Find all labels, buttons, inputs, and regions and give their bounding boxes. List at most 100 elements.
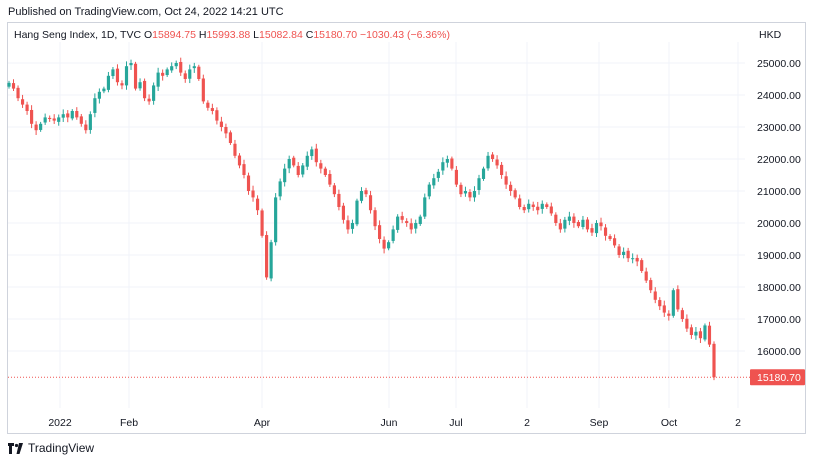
y-tick-label: 21000.00: [757, 186, 801, 198]
candle-body: [84, 124, 88, 131]
candle-body: [703, 325, 707, 340]
candle-body: [115, 68, 120, 83]
candle-body: [373, 210, 377, 227]
candle-body: [667, 313, 671, 316]
candle-body: [228, 132, 233, 143]
candle-body: [359, 191, 364, 201]
x-tick-label: Apr: [254, 417, 271, 429]
last-price-line: 15180.70: [8, 369, 805, 386]
price-axis: 16000.00 17000.00 18000.00 19000.00 20000.00…: [757, 58, 801, 358]
candle-body: [102, 88, 106, 92]
candle-body: [490, 154, 495, 159]
candle-body: [255, 198, 260, 211]
legend-high: 15993.88: [206, 29, 251, 41]
candle-body: [233, 143, 237, 156]
candle-body: [111, 69, 115, 77]
candle-body: [612, 238, 617, 246]
candle-body: [454, 169, 458, 185]
candle-body: [644, 271, 648, 281]
x-tick-label: Sep: [590, 417, 609, 429]
candle-body: [305, 155, 309, 167]
candle-body: [590, 228, 594, 233]
candle-body: [549, 206, 553, 214]
legend-open-label: O: [143, 29, 153, 41]
candle-body: [649, 280, 653, 291]
candle-body: [698, 331, 703, 339]
candle-body: [468, 192, 472, 198]
chart-grid: [8, 42, 745, 408]
candle-body: [274, 197, 278, 243]
candle-body: [617, 246, 621, 255]
y-tick-label: 19000.00: [757, 250, 801, 262]
candle-body: [608, 236, 612, 239]
candle-body: [536, 206, 540, 211]
candle-body: [224, 127, 228, 134]
published-info: Published on TradingView.com, Oct 24, 20…: [8, 6, 284, 18]
candle-body: [414, 223, 418, 229]
candle-body: [147, 98, 151, 102]
candle-body: [260, 210, 264, 236]
candle-body: [640, 260, 644, 271]
candle-body: [246, 175, 251, 191]
candle-body: [43, 117, 47, 123]
candle-body: [192, 66, 196, 69]
x-tick-label: 2: [524, 417, 530, 429]
candle-body: [156, 72, 160, 87]
candle-body: [500, 164, 504, 175]
candle-body: [418, 216, 422, 225]
candle-body: [57, 117, 61, 122]
candle-body: [432, 178, 436, 186]
legend-change: −1030.43 (−6.36%): [360, 29, 450, 41]
candle-body: [355, 200, 359, 225]
legend-close-label: C: [305, 29, 314, 41]
candle-body: [545, 204, 549, 207]
x-tick-label: 2: [735, 417, 741, 429]
candle-body: [20, 99, 25, 105]
candle-body: [387, 242, 391, 249]
candle-body: [170, 66, 174, 71]
candle-body: [522, 207, 526, 211]
candle-body: [346, 220, 350, 230]
candle-body: [689, 327, 693, 335]
candle-body: [585, 219, 590, 230]
candle-body: [11, 83, 16, 89]
candle-body: [142, 80, 147, 99]
candle-body: [161, 72, 165, 76]
legend-open: 15894.75: [152, 29, 196, 41]
candle-body: [527, 203, 531, 210]
candle-body: [409, 223, 413, 230]
candle-body: [350, 223, 355, 229]
candle-body: [427, 184, 431, 197]
candle-body: [16, 87, 20, 99]
candle-body: [477, 178, 481, 190]
candle-body: [423, 197, 427, 217]
candle-body: [66, 113, 70, 118]
legend-close: 15180.70: [313, 29, 358, 41]
tradingview-logo-icon: [8, 442, 23, 454]
candle-body: [251, 190, 255, 198]
candle-body: [626, 250, 630, 259]
candle-body: [554, 214, 558, 223]
candle-body: [152, 85, 156, 101]
footer-brand: TradingView: [28, 441, 95, 455]
candle-body: [242, 164, 246, 175]
candle-body: [210, 108, 214, 111]
candle-body: [341, 205, 346, 220]
candle-body: [400, 216, 404, 220]
y-tick-label: 22000.00: [757, 154, 801, 166]
candle-body: [459, 184, 463, 195]
currency-label: HKD: [759, 29, 782, 41]
candle-body: [328, 173, 332, 185]
candle-body: [287, 159, 291, 169]
candle-body: [296, 165, 300, 175]
candle-body: [215, 110, 219, 121]
candle-body: [237, 155, 242, 166]
candle-body: [572, 216, 576, 223]
candle-body: [635, 257, 639, 262]
candle-body: [319, 163, 323, 169]
candle-body: [405, 221, 409, 223]
candle-body: [124, 66, 129, 86]
candle-body: [441, 162, 445, 171]
candle-body: [206, 102, 210, 108]
